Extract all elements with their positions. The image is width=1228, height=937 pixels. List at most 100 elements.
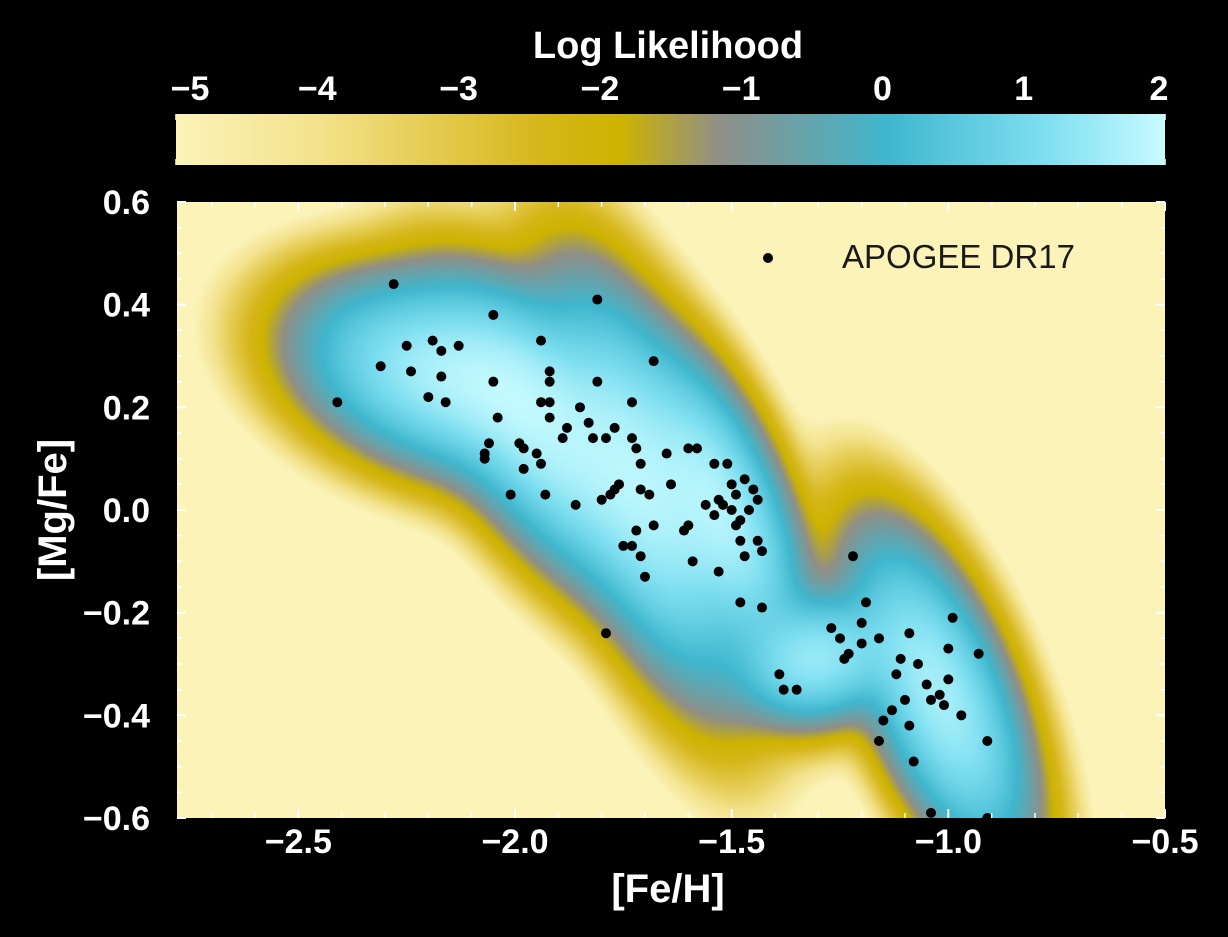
data-point [692, 443, 702, 454]
data-point [596, 494, 607, 505]
data-point [557, 433, 568, 444]
data-point [731, 520, 741, 531]
data-point [423, 392, 434, 403]
data-point [401, 340, 412, 351]
data-point [757, 546, 767, 557]
data-point [774, 669, 785, 680]
data-point [601, 628, 611, 639]
data-point [826, 623, 837, 634]
data-point [544, 397, 555, 408]
data-point [739, 474, 750, 485]
data-point [631, 525, 642, 536]
data-point [791, 684, 802, 695]
data-point [436, 345, 447, 356]
data-point [709, 510, 720, 521]
data-point [908, 756, 919, 767]
data-point [640, 571, 650, 582]
data-point [947, 612, 958, 623]
data-point [856, 617, 867, 628]
data-point [956, 710, 967, 721]
y-axis-label: [Mg/Fe] [31, 439, 75, 581]
data-point [488, 309, 499, 320]
data-point [505, 489, 516, 500]
colorbar-tick-label: −5 [171, 70, 210, 108]
data-point [735, 535, 746, 546]
axis-ticks [177, 201, 1166, 819]
data-point [726, 505, 737, 515]
data-point [904, 628, 915, 639]
data-point [635, 551, 646, 562]
data-point [644, 489, 655, 500]
data-point [648, 356, 659, 367]
data-point [709, 458, 720, 469]
data-point [856, 638, 867, 649]
data-point [536, 458, 546, 469]
data-point [982, 813, 993, 818]
data-point [575, 402, 585, 413]
data-point [835, 633, 845, 644]
data-point [605, 489, 616, 500]
x-tick-label: −1.0 [915, 823, 982, 861]
data-point [683, 520, 694, 531]
colorbar-tick-label: −4 [298, 70, 337, 108]
y-tick-label: 0.0 [103, 492, 150, 530]
data-point [713, 566, 724, 577]
data-point [982, 736, 993, 746]
data-point [592, 376, 603, 387]
data-point [488, 376, 499, 387]
data-point [735, 597, 746, 608]
colorbar-label: Log Likelihood [533, 25, 803, 67]
data-point [874, 633, 884, 644]
y-tick-label: −0.4 [83, 697, 150, 735]
data-point [627, 433, 637, 444]
y-tick-label: 0.4 [103, 287, 150, 325]
data-point [544, 412, 555, 423]
data-point [518, 463, 529, 474]
colorbar [176, 114, 1165, 165]
data-point [570, 499, 581, 510]
colorbar-tick-label: 0 [873, 70, 892, 108]
data-point [492, 412, 503, 423]
data-point [757, 602, 767, 613]
data-point [752, 535, 763, 546]
data-point [440, 397, 451, 408]
data-point [544, 366, 555, 377]
data-point [752, 494, 763, 505]
data-point [839, 653, 850, 664]
data-point [713, 494, 724, 505]
data-point [635, 458, 646, 469]
data-point [388, 279, 399, 290]
data-point [683, 443, 694, 454]
data-point [913, 659, 923, 669]
y-tick-labels: 0.6 0.4 0.2 0.0 −0.2 −0.4 −0.6 [83, 184, 150, 838]
data-point [618, 540, 629, 551]
data-point [731, 489, 741, 500]
x-axis-label: [Fe/H] [611, 867, 724, 911]
data-point [531, 448, 542, 459]
data-point [887, 705, 897, 716]
data-point [861, 597, 871, 608]
data-point [436, 371, 447, 382]
legend-marker [763, 253, 773, 263]
colorbar-tick-label: −2 [580, 70, 619, 108]
colorbar-tick-label: 2 [1150, 70, 1169, 108]
data-point [479, 453, 490, 464]
colorbar-tick-label: 1 [1014, 70, 1033, 108]
data-point [926, 807, 936, 818]
data-point [332, 397, 343, 408]
data-point [631, 443, 642, 454]
y-tick-label: 0.2 [103, 389, 150, 427]
x-tick-label: −1.5 [698, 823, 765, 861]
data-point [739, 551, 750, 562]
colorbar-ticks: −5 −4 −3 −2 −1 0 1 2 [171, 70, 1169, 165]
data-point [588, 433, 598, 444]
data-point [427, 335, 438, 346]
data-point [375, 361, 386, 372]
data-point [778, 684, 789, 695]
data-point [926, 694, 936, 705]
y-tick-label: −0.6 [83, 800, 150, 838]
data-point [406, 366, 416, 377]
data-point [700, 499, 711, 510]
data-point [895, 653, 906, 664]
data-point [878, 715, 889, 726]
